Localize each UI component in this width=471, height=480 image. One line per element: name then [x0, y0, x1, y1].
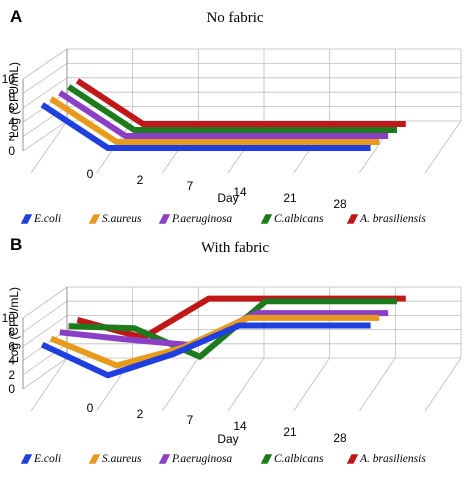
legend-item: A. brasiliensis	[346, 453, 426, 465]
gridline-side	[22, 357, 68, 390]
x-tick-label: 14	[233, 419, 247, 433]
floor-line	[162, 357, 199, 412]
x-tick-label: 0	[87, 401, 94, 415]
panel-label: B	[10, 235, 22, 254]
series-line-a-brasiliensis	[75, 78, 406, 127]
series-line-e-coli	[40, 322, 371, 379]
legend-swatch	[346, 454, 359, 464]
legend-swatch	[20, 454, 33, 464]
floor-line	[424, 357, 462, 412]
x-tick-label: 7	[187, 179, 194, 193]
y-tick-label: 4	[8, 115, 15, 129]
legend-item: E.coli	[20, 213, 61, 225]
x-axis-label: Day	[217, 191, 238, 205]
y-tick-label: 10	[2, 72, 16, 86]
x-tick-label: 7	[187, 413, 194, 427]
y-tick-label: 0	[8, 144, 15, 158]
legend-swatch	[346, 214, 359, 224]
legend-item: C.albicans	[260, 453, 324, 465]
gridline-side	[22, 48, 68, 80]
legend-item: S.aureus	[88, 453, 142, 465]
y-tick-label: 8	[8, 86, 15, 100]
series-line-s-aureus	[49, 96, 380, 145]
legend-swatch	[88, 454, 101, 464]
legend-swatch	[260, 454, 273, 464]
x-tick-label: 2	[137, 173, 144, 187]
chart-title: No fabric	[206, 10, 263, 26]
y-axis-label: Log (CFU/mL)	[7, 62, 21, 138]
legend-label: E.coli	[33, 213, 61, 225]
y-axis-label: Log (CFU/mL)	[7, 287, 21, 363]
legend-item: P.aeruginosa	[158, 453, 232, 465]
gridline-side	[22, 315, 68, 347]
legend: E.coli S.aureus P.aeruginosa C.albicans A. b…	[20, 453, 426, 465]
x-tick-label: 21	[283, 425, 297, 439]
y-tick-label: 2	[8, 130, 15, 144]
gridline-side	[22, 286, 68, 319]
legend-label: S.aureus	[102, 453, 142, 465]
floor-line	[424, 120, 462, 174]
floor-line	[30, 120, 68, 174]
x-axis: 0 2 7 14 21 28	[87, 167, 347, 211]
x-tick-label: 28	[333, 197, 347, 211]
series-line-p-aeruginosa	[58, 90, 389, 139]
gridline-side	[22, 106, 68, 137]
legend-item: C.albicans	[260, 213, 324, 225]
legend-label: C.albicans	[274, 213, 324, 225]
legend-item: P.aeruginosa	[158, 213, 232, 225]
floor-line	[293, 357, 330, 412]
legend-label: S.aureus	[102, 213, 142, 225]
legend-label: P.aeruginosa	[171, 453, 232, 465]
series-line-c-albicans	[66, 84, 397, 133]
legend-swatch	[88, 214, 101, 224]
legend-swatch	[260, 214, 273, 224]
gridline-side	[22, 120, 68, 152]
gridline-side	[22, 77, 68, 109]
panel-label: A	[10, 7, 22, 26]
gridline-side	[22, 63, 68, 94]
y-tick-label: 0	[8, 382, 15, 396]
legend-label: C.albicans	[274, 453, 324, 465]
floor-line	[30, 357, 68, 412]
y-tick-label: 10	[2, 311, 16, 325]
series-lines	[40, 295, 406, 379]
series-lines	[40, 78, 406, 151]
legend-label: A. brasiliensis	[359, 213, 426, 225]
x-tick-label: 0	[87, 167, 94, 181]
x-axis: 0 2 7 14 21 28	[87, 401, 347, 445]
legend-label: A. brasiliensis	[359, 453, 426, 465]
y-tick-label: 8	[8, 325, 15, 339]
legend-swatch	[158, 214, 171, 224]
y-tick-label: 6	[8, 101, 15, 115]
legend-item: E.coli	[20, 453, 61, 465]
x-tick-label: 28	[333, 431, 347, 445]
legend-item: A. brasiliensis	[346, 213, 426, 225]
series-line-e-coli	[40, 102, 371, 151]
chart-title: With fabric	[201, 240, 269, 256]
legend-item: S.aureus	[88, 213, 142, 225]
gridlines	[22, 286, 462, 412]
floor-line	[359, 357, 396, 412]
y-tick-label: 6	[8, 339, 15, 353]
legend-swatch	[158, 454, 171, 464]
gridline-side	[22, 300, 68, 333]
legend-label: E.coli	[33, 453, 61, 465]
x-axis-label: Day	[217, 432, 238, 446]
floor-line	[227, 357, 265, 412]
y-tick-label: 2	[8, 368, 15, 382]
gridline-side	[22, 343, 68, 376]
x-tick-label: 14	[233, 185, 247, 199]
legend-swatch	[20, 214, 33, 224]
legend-label: P.aeruginosa	[171, 213, 232, 225]
y-tick-label: 4	[8, 354, 15, 368]
legend: E.coli S.aureus P.aeruginosa C.albicans A. b…	[20, 213, 426, 225]
x-tick-label: 21	[283, 191, 297, 205]
x-tick-label: 2	[137, 407, 144, 421]
